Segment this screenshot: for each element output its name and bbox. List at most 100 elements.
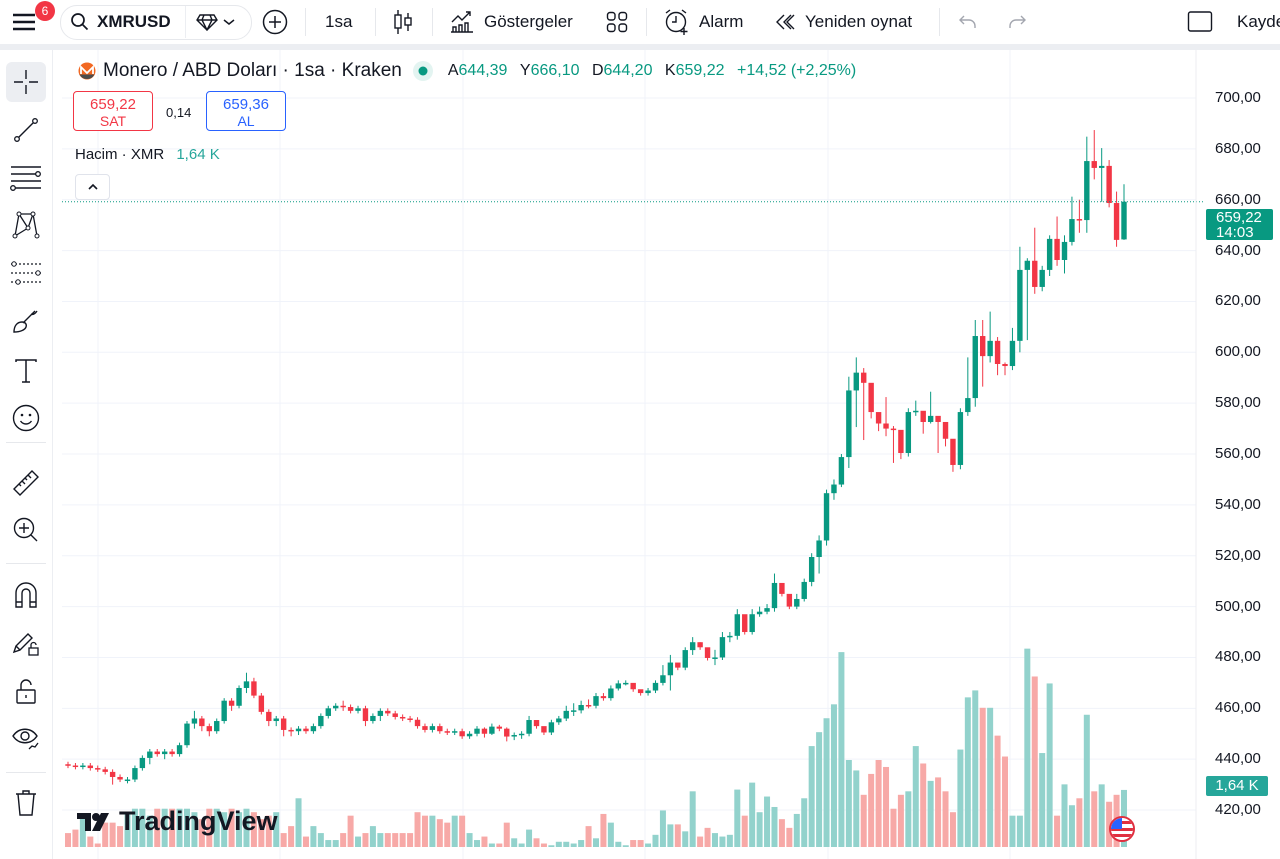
candle-body xyxy=(318,715,324,727)
candle-body xyxy=(697,642,703,648)
candle-body xyxy=(875,412,882,424)
brush-tool[interactable] xyxy=(6,302,46,342)
candle-body xyxy=(251,681,257,696)
volume-bar xyxy=(912,746,919,847)
pattern-tool[interactable] xyxy=(6,205,46,245)
symbol-search-button[interactable]: XMRUSD xyxy=(70,0,171,44)
hide-drawings-tool[interactable] xyxy=(6,718,46,758)
projection-tool[interactable] xyxy=(6,253,46,293)
volume-bar xyxy=(897,794,904,847)
price-tick-label: 680,00 xyxy=(1215,139,1261,157)
toolbar-divider xyxy=(6,442,46,443)
candle-body xyxy=(243,681,250,688)
candle-body xyxy=(176,745,183,755)
volume-bar xyxy=(79,815,86,847)
crosshair-tool[interactable] xyxy=(6,62,46,102)
zoom-tool[interactable] xyxy=(6,510,46,550)
trend-line-tool[interactable] xyxy=(6,110,46,150)
candle-body xyxy=(228,700,235,706)
volume-bar xyxy=(146,815,153,847)
fib-tool[interactable] xyxy=(6,157,46,197)
volume-bar xyxy=(540,843,547,847)
volume-bar xyxy=(1076,798,1083,847)
volume-bar xyxy=(1039,753,1046,847)
remove-drawings-tool[interactable] xyxy=(6,783,46,823)
interval-button[interactable]: 1sa xyxy=(325,0,352,44)
sell-price: 659,22 xyxy=(90,96,136,113)
toolbar-divider xyxy=(939,8,940,36)
fullscreen-button[interactable] xyxy=(1187,0,1213,44)
fib-icon xyxy=(10,166,41,191)
volume-bar xyxy=(1016,815,1023,847)
candle-body xyxy=(823,493,830,541)
volume-bar xyxy=(890,808,897,847)
volume-bar xyxy=(764,796,771,847)
text-tool[interactable] xyxy=(6,351,46,391)
chart-type-button[interactable] xyxy=(393,0,413,44)
candle-body xyxy=(913,410,919,413)
candle-body xyxy=(392,713,398,717)
compare-add-button[interactable] xyxy=(262,0,288,44)
open-key: A xyxy=(447,62,459,79)
layouts-button[interactable] xyxy=(606,0,628,44)
undo-button[interactable] xyxy=(958,0,978,44)
emoji-tool[interactable] xyxy=(6,398,46,438)
toolbar-divider xyxy=(646,8,647,36)
volume-bar xyxy=(474,840,481,847)
symbol-title[interactable]: Monero / ABD Doları · 1sa · Kraken xyxy=(103,60,402,81)
ohlc-values: A644,39 Y666,10 D644,20 K659,22 +14,52 (… xyxy=(440,62,856,80)
indicators-button[interactable]: Göstergeler xyxy=(450,0,573,44)
chevron-up-icon xyxy=(87,183,98,190)
price-tick-label: 640,00 xyxy=(1215,241,1261,259)
candle-body xyxy=(139,757,146,769)
volume-bar xyxy=(355,836,362,847)
candle-body xyxy=(593,696,599,706)
volume-bar xyxy=(1031,676,1038,847)
volume-bar xyxy=(808,746,815,847)
ruler-tool[interactable] xyxy=(6,463,46,503)
candle-body xyxy=(72,765,79,768)
volume-bar xyxy=(362,833,369,847)
volume-bar xyxy=(317,833,324,847)
spread-value: 0,14 xyxy=(166,105,192,120)
menu-button[interactable] xyxy=(12,0,36,44)
redo-button[interactable] xyxy=(1007,0,1027,44)
volume-bar xyxy=(459,815,466,847)
lock-drawings-tool[interactable] xyxy=(6,623,46,663)
sell-button[interactable]: 659,22 SAT xyxy=(73,91,153,131)
volume-bar xyxy=(883,766,890,847)
volume-bar xyxy=(749,782,756,847)
volume-bar xyxy=(414,812,421,847)
bar-countdown: 14:03 xyxy=(1216,224,1254,241)
toolbar-separator xyxy=(0,44,1280,50)
candle-body xyxy=(704,647,711,658)
us-event-flag-icon[interactable] xyxy=(1109,816,1135,842)
volume-bar xyxy=(377,833,384,847)
volume-bar xyxy=(384,833,391,847)
symbol-type-dropdown[interactable] xyxy=(196,0,236,44)
candle-body xyxy=(414,719,421,727)
buy-button[interactable]: 659,36 AL xyxy=(206,91,286,131)
hamburger-icon xyxy=(13,13,35,31)
eye-icon xyxy=(12,728,39,750)
volume-bar xyxy=(1054,815,1061,847)
volume-bar xyxy=(726,834,733,847)
candle-body xyxy=(563,710,569,719)
collapse-legend-button[interactable] xyxy=(75,174,110,200)
magnet-tool[interactable] xyxy=(6,575,46,615)
volume-bar xyxy=(191,812,198,847)
trend-line-icon xyxy=(14,118,38,142)
toolbar-divider xyxy=(6,563,46,564)
volume-bar xyxy=(600,813,607,847)
replay-button[interactable]: Yeniden oynat xyxy=(775,0,912,44)
alert-button[interactable]: Alarm xyxy=(663,0,743,44)
unlock-tool[interactable] xyxy=(6,671,46,711)
candle-body xyxy=(370,715,376,722)
save-button[interactable]: Kaydet xyxy=(1237,0,1280,44)
volume-bar xyxy=(1068,805,1075,847)
volume-bar xyxy=(139,808,146,847)
volume-bar xyxy=(228,808,235,847)
volume-bar xyxy=(845,760,852,847)
price-tick-label: 660,00 xyxy=(1215,190,1261,208)
